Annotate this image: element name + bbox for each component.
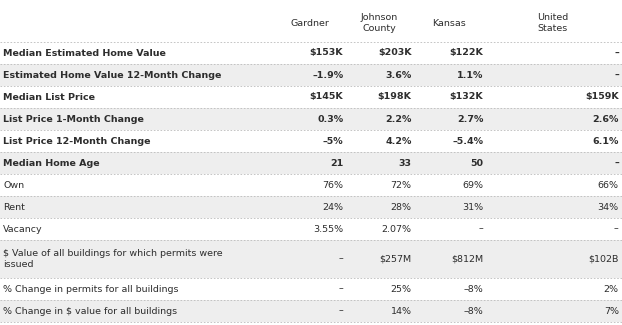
Text: % Change in $ value for all buildings: % Change in $ value for all buildings	[3, 306, 177, 316]
Text: 2.2%: 2.2%	[385, 114, 412, 124]
Text: 4.2%: 4.2%	[385, 136, 412, 146]
Text: Median Home Age: Median Home Age	[3, 159, 100, 167]
Text: Estimated Home Value 12-Month Change: Estimated Home Value 12-Month Change	[3, 71, 221, 80]
Text: 69%: 69%	[462, 180, 483, 189]
Bar	[0, 64, 622, 86]
Bar	[0, 152, 622, 174]
Text: United
States: United States	[537, 13, 569, 33]
Text: 31%: 31%	[462, 202, 483, 212]
Bar	[0, 174, 622, 196]
Text: List Price 12-Month Change: List Price 12-Month Change	[3, 136, 151, 146]
Text: –: –	[338, 306, 343, 316]
Text: 28%: 28%	[391, 202, 412, 212]
Text: 2%: 2%	[604, 284, 619, 293]
Text: –: –	[614, 48, 619, 58]
Text: List Price 1-Month Change: List Price 1-Month Change	[3, 114, 144, 124]
Text: $132K: $132K	[450, 93, 483, 101]
Text: 66%: 66%	[598, 180, 619, 189]
Text: 2.07%: 2.07%	[382, 225, 412, 233]
Text: 33: 33	[399, 159, 412, 167]
Text: 2.7%: 2.7%	[457, 114, 483, 124]
Bar	[0, 4, 622, 42]
Text: 72%: 72%	[391, 180, 412, 189]
Text: Median List Price: Median List Price	[3, 93, 95, 101]
Text: –8%: –8%	[463, 284, 483, 293]
Text: 76%: 76%	[322, 180, 343, 189]
Text: Rent: Rent	[3, 202, 25, 212]
Text: $122K: $122K	[450, 48, 483, 58]
Text: $812M: $812M	[451, 254, 483, 264]
Text: Johnson
County: Johnson County	[361, 13, 398, 33]
Text: 25%: 25%	[391, 284, 412, 293]
Text: Median Estimated Home Value: Median Estimated Home Value	[3, 48, 166, 58]
Text: 7%: 7%	[604, 306, 619, 316]
Text: $102B: $102B	[588, 254, 619, 264]
Text: –5.4%: –5.4%	[452, 136, 483, 146]
Text: 6.1%: 6.1%	[592, 136, 619, 146]
Text: 14%: 14%	[391, 306, 412, 316]
Text: –: –	[614, 71, 619, 80]
Text: –: –	[338, 284, 343, 293]
Text: % Change in permits for all buildings: % Change in permits for all buildings	[3, 284, 179, 293]
Text: 0.3%: 0.3%	[317, 114, 343, 124]
Text: $203K: $203K	[378, 48, 412, 58]
Text: Own: Own	[3, 180, 24, 189]
Text: –8%: –8%	[463, 306, 483, 316]
Bar	[0, 240, 622, 278]
Bar	[0, 86, 622, 108]
Bar	[0, 108, 622, 130]
Text: Gardner: Gardner	[290, 19, 329, 28]
Text: $145K: $145K	[310, 93, 343, 101]
Text: –5%: –5%	[323, 136, 343, 146]
Text: –: –	[614, 159, 619, 167]
Bar	[0, 218, 622, 240]
Text: –: –	[614, 225, 619, 233]
Text: $198K: $198K	[378, 93, 412, 101]
Text: 1.1%: 1.1%	[457, 71, 483, 80]
Bar	[0, 130, 622, 152]
Text: 34%: 34%	[598, 202, 619, 212]
Text: Kansas: Kansas	[432, 19, 466, 28]
Text: $159K: $159K	[585, 93, 619, 101]
Text: $257M: $257M	[379, 254, 412, 264]
Text: 2.6%: 2.6%	[592, 114, 619, 124]
Text: 21: 21	[330, 159, 343, 167]
Text: –1.9%: –1.9%	[312, 71, 343, 80]
Text: 3.6%: 3.6%	[386, 71, 412, 80]
Bar	[0, 278, 622, 300]
Bar	[0, 196, 622, 218]
Text: Vacancy: Vacancy	[3, 225, 43, 233]
Text: 50: 50	[470, 159, 483, 167]
Bar	[0, 42, 622, 64]
Text: $153K: $153K	[310, 48, 343, 58]
Text: 3.55%: 3.55%	[313, 225, 343, 233]
Text: $ Value of all buildings for which permits were
issued: $ Value of all buildings for which permi…	[3, 249, 223, 269]
Text: –: –	[338, 254, 343, 264]
Text: –: –	[478, 225, 483, 233]
Text: 24%: 24%	[322, 202, 343, 212]
Bar	[0, 300, 622, 322]
